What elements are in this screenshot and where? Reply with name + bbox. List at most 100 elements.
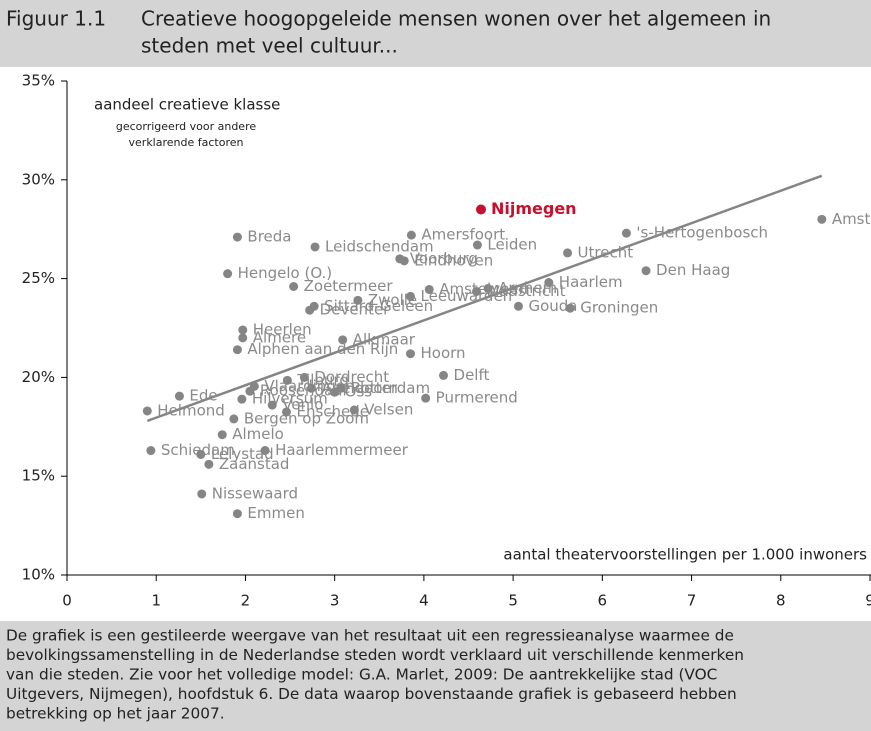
point	[142, 406, 152, 416]
point	[349, 405, 359, 415]
point-label: Rotterdam	[351, 379, 430, 397]
point	[472, 240, 482, 250]
point	[217, 430, 227, 440]
point-label: Leeuwarden	[421, 287, 513, 305]
point	[281, 407, 291, 417]
point	[353, 295, 363, 305]
y-tick-label: 10%	[22, 566, 55, 584]
point-label: Lelystad	[211, 445, 274, 463]
point	[565, 303, 575, 313]
title-line: steden met veel cultuur...	[141, 34, 398, 58]
point	[146, 446, 156, 456]
point-label: Dordrecht	[314, 368, 389, 386]
x-tick-label: 8	[776, 592, 786, 610]
point	[406, 291, 416, 301]
point-label: Roosendaal	[260, 382, 347, 400]
header-band	[0, 0, 871, 67]
figure-label: Figuur 1.1	[6, 7, 106, 31]
point	[338, 335, 348, 345]
point-label: Hoorn	[421, 344, 466, 362]
point-label: Amersfoort	[421, 226, 505, 244]
point-label: Breda	[247, 228, 291, 246]
x-tick-label: 9	[865, 592, 871, 610]
point	[310, 242, 320, 252]
point	[174, 391, 184, 401]
point-label: Voorburg	[410, 249, 478, 267]
point	[817, 214, 827, 224]
point	[544, 278, 554, 288]
point-label: Emmen	[247, 504, 304, 522]
point	[330, 387, 340, 397]
point-label: Purmerend	[436, 389, 518, 407]
y-tick-label: 15%	[22, 467, 55, 485]
point-label: Amsterdam	[832, 210, 871, 228]
point-label: Helmond	[157, 401, 225, 419]
point	[238, 325, 248, 335]
point-label: Haarlemmermeer	[275, 441, 409, 459]
point-label: Sittard-Geleen	[324, 297, 433, 315]
y-tick-label: 35%	[22, 72, 55, 90]
point	[204, 459, 214, 469]
y-tick-label: 25%	[22, 269, 55, 287]
point-label: Leidschendam	[325, 237, 434, 255]
x-label: aantal theatervoorstellingen per 1.000 i…	[503, 546, 867, 564]
caption-line: De grafiek is een gestileerde weergave v…	[6, 627, 734, 645]
x-tick-label: 6	[598, 592, 608, 610]
point-label: Almelo	[232, 425, 284, 443]
point	[421, 393, 431, 403]
point-label: Ede	[189, 387, 217, 405]
x-tick-label: 0	[62, 592, 72, 610]
point	[406, 230, 416, 240]
y-sublabel: verklarende factoren	[129, 136, 244, 149]
point-label: Amstelveen	[439, 280, 528, 298]
point-label: Maastricht	[487, 282, 566, 300]
point-label: Arnhem	[498, 279, 557, 297]
point-label: Nijmegen	[491, 199, 577, 218]
point	[238, 333, 248, 343]
trend-line	[146, 174, 823, 423]
point	[282, 375, 292, 385]
point	[621, 228, 631, 238]
point	[306, 383, 316, 393]
x-tick-label: 7	[687, 592, 697, 610]
point-label: Haarlem	[559, 273, 623, 291]
x-tick-label: 3	[330, 592, 340, 610]
point-label: Venlo	[282, 396, 323, 414]
point	[232, 232, 242, 242]
point-label: Alphen aan den Rijn	[247, 340, 398, 358]
caption-line: Uitgevers, Nijmegen), hoofdstuk 6. De da…	[6, 685, 737, 703]
point	[232, 509, 242, 519]
point	[475, 204, 486, 215]
point-label: Schiedam	[161, 441, 235, 459]
x-tick-label: 5	[508, 592, 518, 610]
point-label: Hengelo (O.)	[238, 264, 333, 282]
point-label: Zaanstad	[219, 455, 290, 473]
title-line: Creatieve hoogopgeleide mensen wonen ove…	[141, 7, 771, 31]
point-label: Groningen	[580, 299, 658, 317]
point-label: Gouda	[528, 297, 577, 315]
point-label: Nissewaard	[212, 484, 298, 502]
point	[237, 394, 247, 404]
point	[289, 282, 299, 292]
point-label: Zoetermeer	[304, 277, 394, 295]
y-sublabel: gecorrigeerd voor andere	[116, 120, 256, 133]
point-label: Alkmaar	[353, 330, 416, 348]
point-label: Leiden	[487, 236, 537, 254]
point	[472, 286, 482, 296]
point-label: Velsen	[364, 401, 413, 419]
point	[260, 446, 270, 456]
x-tick-label: 2	[241, 592, 251, 610]
point	[641, 266, 651, 276]
y-label: aandeel creatieve klasse	[94, 96, 280, 114]
point	[245, 386, 255, 396]
point	[267, 400, 277, 410]
point-label: Utrecht	[578, 243, 634, 261]
point	[197, 489, 207, 499]
caption-line: betrekking op het jaar 2007.	[6, 705, 225, 723]
point	[439, 370, 449, 380]
point-label: Oss	[345, 383, 373, 401]
point	[563, 248, 573, 258]
point	[196, 449, 206, 459]
caption-line: van die steden. Zie voor het volledige m…	[6, 666, 717, 684]
